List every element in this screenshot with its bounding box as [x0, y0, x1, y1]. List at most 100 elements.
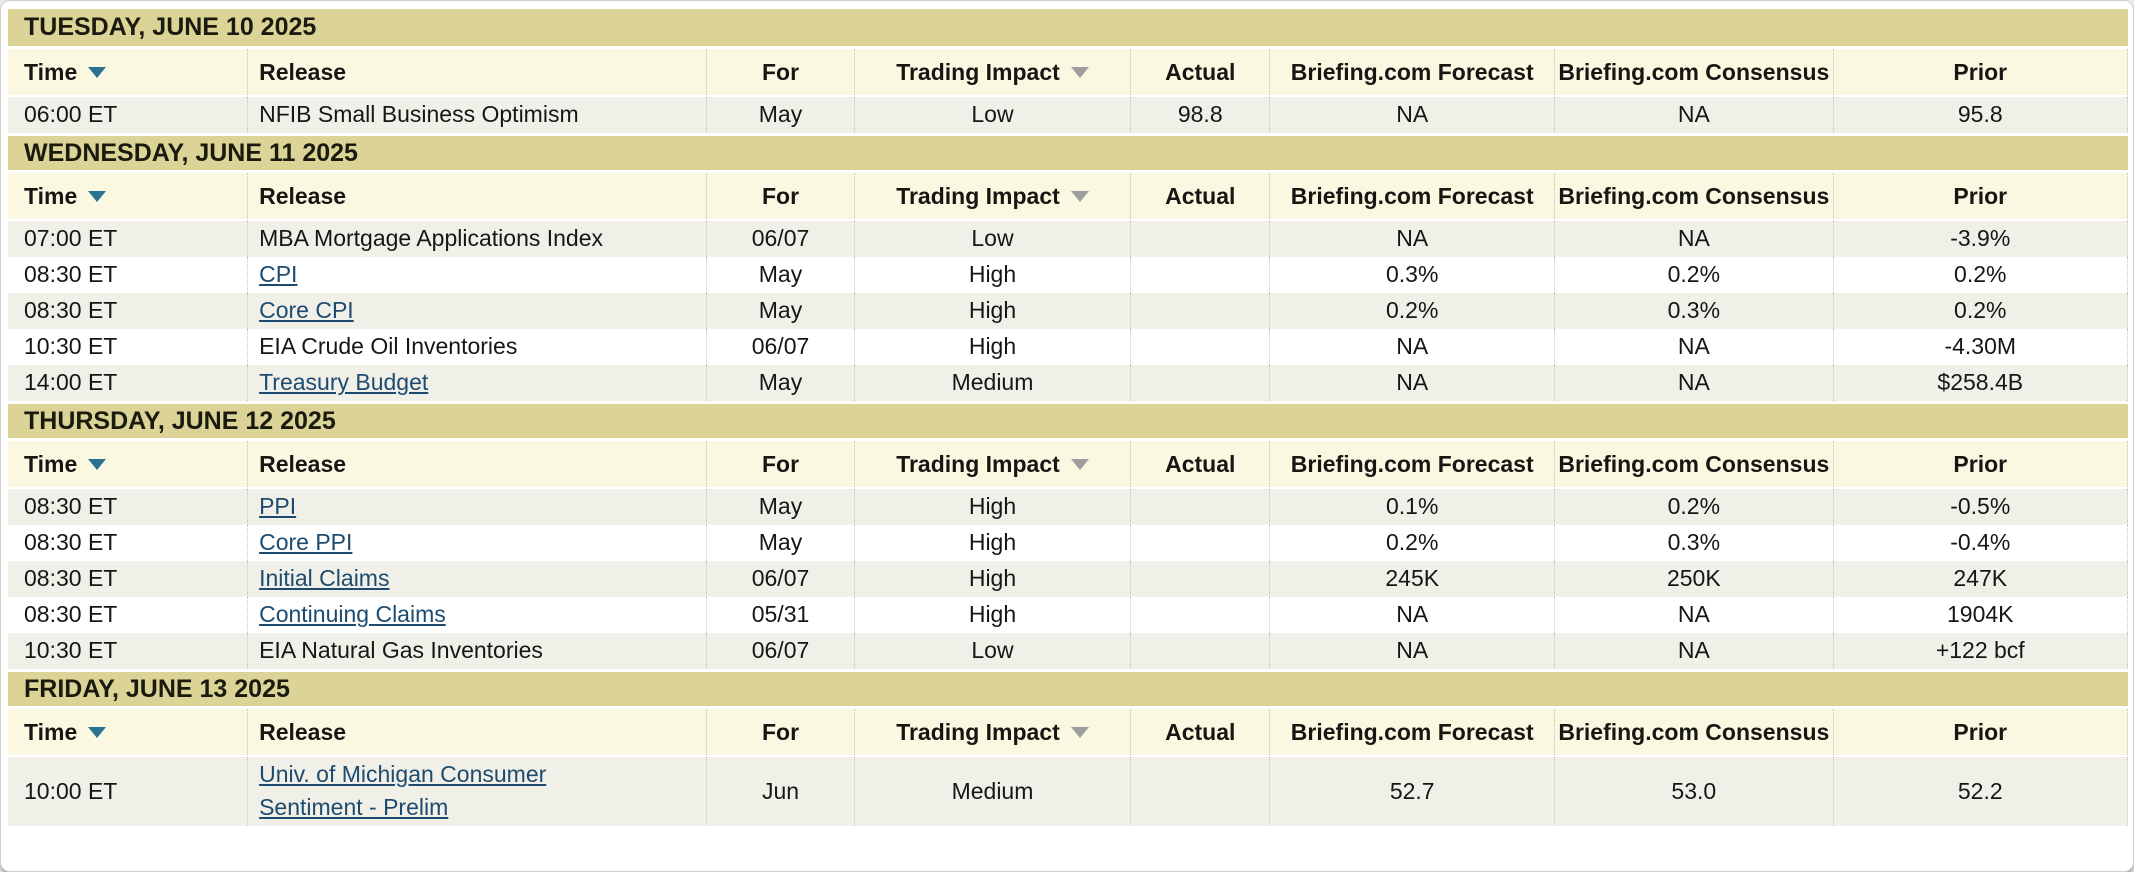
column-header-time[interactable]: Time — [8, 173, 248, 221]
table-row: 07:00 ET MBA Mortgage Applications Index 0… — [8, 221, 2128, 257]
column-header-label: Briefing.com Forecast — [1290, 450, 1534, 477]
column-header-for: For — [706, 441, 854, 489]
table-row: 08:30 ET Core CPI May High 0.2% 0.3% 0.2% — [8, 293, 2128, 329]
impact-cell: High — [853, 257, 1131, 293]
release-link[interactable]: PPI — [259, 493, 297, 520]
column-header-label: Release — [259, 450, 347, 477]
column-header-prior: Prior — [1832, 173, 2128, 221]
forecast-cell: 0.2% — [1269, 293, 1555, 329]
forecast-cell: NA — [1269, 365, 1555, 401]
column-header-label: Prior — [1953, 718, 2008, 745]
column-header-label: Briefing.com Consensus — [1558, 450, 1830, 477]
table-row: 08:30 ET Continuing Claims 05/31 High NA NA 19… — [8, 597, 2128, 633]
time-cell: 10:30 ET — [8, 329, 248, 365]
forecast-cell: NA — [1269, 221, 1555, 257]
for-cell: May — [706, 97, 854, 133]
release-link[interactable]: Univ. of Michigan Consumer Sentiment - P… — [259, 761, 547, 821]
column-header-label: Briefing.com Consensus — [1558, 182, 1830, 209]
table-row: 10:00 ET Univ. of Michigan Consumer Senti… — [8, 757, 2128, 826]
actual-cell — [1130, 293, 1270, 329]
column-header-impact[interactable]: Trading Impact — [853, 441, 1131, 489]
column-header-actual: Actual — [1130, 173, 1270, 221]
forecast-cell: 52.7 — [1269, 757, 1555, 826]
column-header-prior: Prior — [1832, 441, 2128, 489]
consensus-cell: 0.3% — [1554, 293, 1833, 329]
prior-cell: +122 bcf — [1832, 633, 2128, 669]
column-header-time[interactable]: Time — [8, 709, 248, 757]
column-header-actual: Actual — [1130, 709, 1270, 757]
consensus-cell: NA — [1554, 365, 1833, 401]
table-row: 08:30 ET Core PPI May High 0.2% 0.3% -0.4% — [8, 525, 2128, 561]
release-link[interactable]: CPI — [259, 261, 298, 288]
column-header-forecast: Briefing.com Forecast — [1269, 709, 1555, 757]
column-header-label: Time — [24, 182, 78, 209]
prior-cell: 247K — [1832, 561, 2128, 597]
column-header-label: Briefing.com Consensus — [1558, 718, 1830, 745]
time-cell: 10:30 ET — [8, 633, 248, 669]
column-header-forecast: Briefing.com Forecast — [1269, 441, 1555, 489]
column-header-label: Briefing.com Forecast — [1290, 182, 1534, 209]
release-cell: EIA Natural Gas Inventories — [247, 633, 707, 669]
table-row: 08:30 ET Initial Claims 06/07 High 245K 250K 2… — [8, 561, 2128, 597]
column-header-label: Trading Impact — [896, 718, 1060, 745]
for-cell: 06/07 — [706, 633, 854, 669]
release-cell: Univ. of Michigan Consumer Sentiment - P… — [247, 757, 707, 826]
prior-cell: -4.30M — [1832, 329, 2128, 365]
prior-cell: 95.8 — [1832, 97, 2128, 133]
for-cell: 06/07 — [706, 221, 854, 257]
column-header-label: Actual — [1165, 58, 1236, 85]
column-header-time[interactable]: Time — [8, 441, 248, 489]
actual-cell — [1130, 489, 1270, 525]
release-link[interactable]: Core CPI — [259, 297, 354, 324]
for-cell: May — [706, 525, 854, 561]
column-header-label: Time — [24, 450, 78, 477]
column-header-actual: Actual — [1130, 49, 1270, 97]
consensus-cell: NA — [1554, 221, 1833, 257]
impact-cell: High — [853, 525, 1131, 561]
impact-cell: High — [853, 597, 1131, 633]
column-header-for: For — [706, 49, 854, 97]
time-cell: 14:00 ET — [8, 365, 248, 401]
column-header-label: Release — [259, 58, 347, 85]
actual-cell — [1130, 561, 1270, 597]
column-header-label: Prior — [1953, 182, 2008, 209]
column-header-consensus: Briefing.com Consensus — [1554, 49, 1833, 97]
sort-arrow-icon — [88, 190, 107, 202]
economic-calendar-table: TUESDAY, JUNE 10 2025 Time Release For Tradi… — [8, 9, 2128, 826]
table-row: 08:30 ET CPI May High 0.3% 0.2% 0.2% — [8, 257, 2128, 293]
column-header-label: For — [761, 718, 800, 745]
consensus-cell: 53.0 — [1554, 757, 1833, 826]
release-cell: CPI — [247, 257, 707, 293]
column-header-label: Briefing.com Consensus — [1558, 58, 1830, 85]
release-link[interactable]: Continuing Claims — [259, 601, 446, 628]
day-section: FRIDAY, JUNE 13 2025 Time Release For Tradin… — [8, 669, 2128, 826]
column-header-time[interactable]: Time — [8, 49, 248, 97]
release-cell: NFIB Small Business Optimism — [247, 97, 707, 133]
column-header-label: For — [761, 182, 800, 209]
column-header-impact[interactable]: Trading Impact — [853, 173, 1131, 221]
release-link[interactable]: Treasury Budget — [259, 369, 429, 396]
for-cell: May — [706, 257, 854, 293]
column-header-impact[interactable]: Trading Impact — [853, 49, 1131, 97]
column-header-impact[interactable]: Trading Impact — [853, 709, 1131, 757]
column-header-consensus: Briefing.com Consensus — [1554, 173, 1833, 221]
consensus-cell: NA — [1554, 329, 1833, 365]
date-header: WEDNESDAY, JUNE 11 2025 — [8, 133, 2128, 173]
release-link[interactable]: Initial Claims — [259, 565, 390, 592]
forecast-cell: 245K — [1269, 561, 1555, 597]
release-cell: PPI — [247, 489, 707, 525]
day-section: TUESDAY, JUNE 10 2025 Time Release For Tradi… — [8, 9, 2128, 133]
table-row: 10:30 ET EIA Natural Gas Inventories 06/07… — [8, 633, 2128, 669]
time-cell: 06:00 ET — [8, 97, 248, 133]
time-cell: 07:00 ET — [8, 221, 248, 257]
column-header-label: For — [761, 450, 800, 477]
column-header-release: Release — [247, 709, 707, 757]
consensus-cell: 0.3% — [1554, 525, 1833, 561]
for-cell: 05/31 — [706, 597, 854, 633]
for-cell: May — [706, 365, 854, 401]
column-header-label: Trading Impact — [896, 450, 1060, 477]
time-cell: 08:30 ET — [8, 525, 248, 561]
release-link[interactable]: Core PPI — [259, 529, 353, 556]
for-cell: 06/07 — [706, 329, 854, 365]
